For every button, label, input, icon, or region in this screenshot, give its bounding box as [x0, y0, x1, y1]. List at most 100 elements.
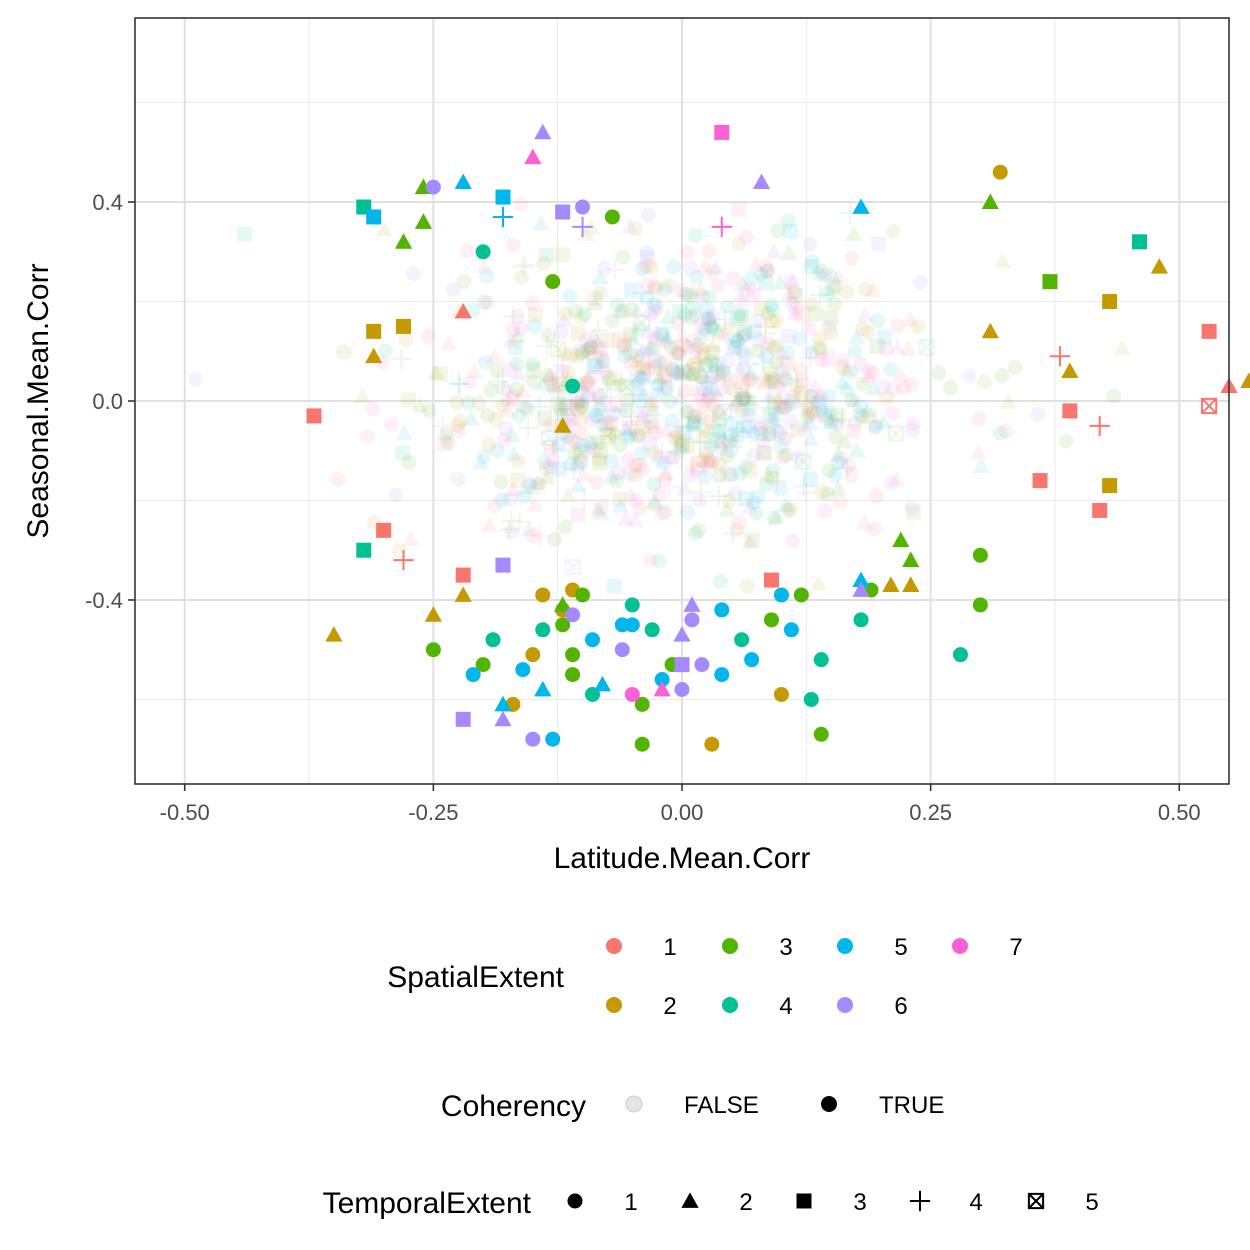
- faint-point: [486, 348, 504, 364]
- faint-point: [734, 374, 750, 390]
- faint-point: [472, 453, 490, 470]
- faint-point: [543, 439, 564, 460]
- data-point: [454, 586, 472, 602]
- faint-point: [573, 393, 589, 409]
- faint-point: [1058, 433, 1074, 449]
- faint-point: [866, 521, 882, 537]
- faint-point: [569, 458, 585, 474]
- faint-point: [701, 289, 717, 305]
- faint-point: [888, 470, 906, 487]
- faint-point: [678, 286, 694, 302]
- faint-point: [685, 283, 703, 300]
- faint-point: [976, 374, 992, 390]
- faint-point: [525, 296, 541, 312]
- faint-point: [765, 411, 784, 427]
- data-point: [356, 542, 372, 558]
- faint-point: [574, 399, 590, 415]
- faint-point: [636, 359, 652, 375]
- faint-point: [650, 368, 668, 385]
- faint-point: [610, 297, 626, 313]
- data-point: [604, 209, 620, 225]
- faint-point: [586, 357, 602, 373]
- legend-key-temporal-3: [796, 1193, 812, 1209]
- faint-point: [767, 405, 785, 422]
- faint-point: [689, 352, 710, 373]
- faint-point: [450, 417, 466, 433]
- faint-point: [517, 399, 533, 415]
- faint-point: [613, 376, 629, 392]
- faint-point: [520, 520, 539, 537]
- faint-point: [862, 408, 878, 424]
- faint-point: [697, 469, 713, 485]
- faint-point: [827, 296, 843, 312]
- faint-point: [439, 334, 457, 350]
- faint-point: [598, 364, 614, 380]
- faint-point: [579, 332, 595, 348]
- faint-point: [557, 519, 573, 535]
- faint-point: [828, 429, 844, 445]
- faint-point: [835, 352, 851, 368]
- data-point: [1201, 323, 1217, 339]
- data-point: [555, 617, 571, 633]
- x-tick-label: 0.00: [661, 800, 704, 825]
- faint-point: [783, 273, 802, 289]
- data-point: [624, 686, 640, 702]
- faint-point: [604, 313, 620, 329]
- faint-point: [505, 237, 521, 253]
- legend-label-temporal-1: 1: [624, 1189, 637, 1216]
- faint-point: [704, 345, 720, 361]
- faint-point: [741, 533, 759, 550]
- faint-point: [611, 497, 630, 513]
- faint-point: [652, 451, 668, 467]
- faint-point: [669, 345, 685, 361]
- faint-point: [621, 406, 642, 427]
- faint-point: [616, 339, 632, 355]
- faint-point: [507, 340, 523, 356]
- faint-point: [734, 403, 750, 419]
- faint-point: [720, 353, 736, 369]
- faint-point: [822, 310, 838, 326]
- legend-label-spatial-4: 4: [779, 993, 792, 1020]
- faint-point: [554, 247, 570, 263]
- faint-point: [743, 271, 759, 287]
- data-point: [1150, 258, 1169, 274]
- faint-point: [888, 425, 905, 442]
- faint-point: [831, 409, 853, 430]
- faint-point: [825, 280, 841, 296]
- faint-point: [606, 406, 622, 422]
- faint-point: [763, 408, 779, 424]
- faint-point: [994, 252, 1012, 269]
- legend-key-spatial-1: [606, 938, 622, 954]
- faint-point: [830, 455, 846, 471]
- faint-point: [779, 344, 795, 360]
- faint-point: [633, 314, 650, 331]
- legend-key-spatial-2: [606, 997, 622, 1013]
- faint-point: [589, 474, 605, 490]
- faint-point: [718, 501, 736, 517]
- faint-point: [758, 371, 776, 387]
- faint-point: [942, 380, 958, 396]
- x-tick-label: -0.50: [160, 800, 210, 825]
- faint-point: [832, 493, 848, 509]
- faint-point: [627, 457, 643, 473]
- faint-point: [395, 445, 411, 461]
- data-point: [972, 597, 988, 613]
- faint-point: [744, 532, 760, 548]
- faint-point: [575, 465, 593, 482]
- faint-point: [646, 296, 662, 312]
- faint-point: [780, 244, 798, 260]
- faint-point: [631, 282, 652, 304]
- faint-point: [593, 499, 609, 515]
- faint-point: [496, 378, 514, 395]
- faint-point: [769, 423, 785, 439]
- faint-point: [786, 369, 807, 390]
- faint-point: [738, 386, 759, 408]
- faint-point: [802, 402, 818, 418]
- faint-point: [622, 427, 638, 443]
- faint-point: [734, 386, 750, 402]
- faint-point: [855, 321, 871, 337]
- faint-point: [499, 385, 520, 406]
- faint-point: [543, 439, 559, 455]
- faint-point: [765, 462, 781, 478]
- faint-point: [770, 223, 786, 239]
